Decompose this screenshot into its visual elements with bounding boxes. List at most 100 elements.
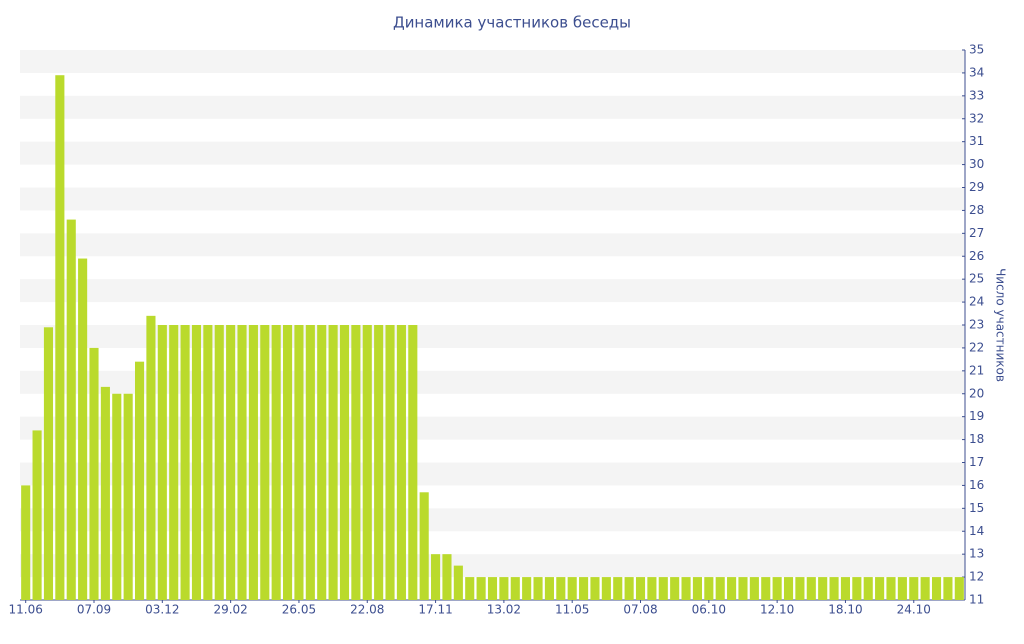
bar [396,325,406,600]
y-tick-label: 18 [969,432,984,446]
x-tick-label: 18.10 [828,603,862,617]
bar [647,577,657,600]
bar [510,577,520,600]
y-tick-label: 22 [969,340,984,354]
bar [453,565,463,600]
bar [829,577,839,600]
bar [408,325,418,600]
x-tick-label: 17.11 [418,603,452,617]
y-tick-label: 20 [969,386,984,400]
bar [123,393,133,600]
y-tick-label: 12 [969,570,984,584]
bar [89,347,99,600]
y-axis-label: Число участников [994,268,1008,382]
bar [226,325,236,600]
bar [134,361,145,600]
y-tick-label: 16 [969,478,984,492]
y-tick-label: 30 [969,157,984,171]
bar [385,325,395,600]
bar [658,577,668,600]
bar [920,577,930,600]
x-tick-label: 26.05 [282,603,316,617]
bar [852,577,862,600]
bar [806,577,816,600]
y-tick-label: 19 [969,409,984,423]
chart-title: Динамика участников беседы [393,14,631,32]
grid-band [20,141,965,165]
y-tick-label: 23 [969,318,984,332]
bar [522,577,532,600]
bar [749,577,759,600]
bar [875,577,885,600]
y-tick-label: 28 [969,203,984,217]
bar [78,258,88,600]
bar [146,315,156,600]
bar [840,577,851,600]
y-tick-label: 35 [969,43,984,57]
y-tick-label: 14 [969,524,984,538]
bar [727,577,737,600]
bar [772,577,782,600]
bar [897,577,907,600]
bar [374,325,384,600]
y-tick-label: 15 [969,501,984,515]
bar [487,577,498,600]
bar [55,75,65,601]
x-tick-label: 07.08 [623,603,657,617]
y-tick-label: 25 [969,272,984,286]
bar [601,577,611,600]
bar [795,577,805,600]
bar [157,325,167,600]
bar [283,325,293,600]
bar [738,577,748,600]
bar [362,325,372,600]
bar [294,325,304,600]
bar [556,577,566,600]
bar [465,577,475,600]
x-tick-label: 06.10 [692,603,726,617]
bar [191,325,202,600]
bar [579,577,589,600]
y-tick-label: 21 [969,363,984,377]
bar [32,430,42,600]
grid-band [20,95,965,119]
bar [624,577,634,600]
bar [180,325,190,600]
x-tick-label: 11.06 [9,603,43,617]
bar [66,219,76,601]
bar [818,577,828,600]
bar [499,577,509,600]
y-tick-label: 33 [969,88,984,102]
bar [692,577,702,600]
bar [431,554,441,600]
bar [112,393,122,600]
y-tick-label: 26 [969,249,984,263]
x-tick-label: 22.08 [350,603,384,617]
bar [761,577,771,600]
x-tick-label: 13.02 [487,603,521,617]
bar [419,492,429,600]
grid-band [20,233,965,257]
bar [214,325,224,600]
x-tick-label: 12.10 [760,603,794,617]
bar [613,577,623,600]
bar [271,325,281,600]
bar [169,325,179,600]
bar [863,577,873,600]
bar [783,577,794,600]
bar [100,386,110,600]
bar [237,325,247,600]
grid-band [20,279,965,303]
bar [203,325,213,600]
bar [544,577,554,600]
bar [590,577,600,600]
grid-band [20,50,965,73]
bar [260,325,270,600]
bar [317,325,327,600]
bar [43,327,54,600]
y-tick-label: 13 [969,547,984,561]
x-tick-label: 11.05 [555,603,589,617]
bar [533,577,543,600]
bar [442,554,452,600]
